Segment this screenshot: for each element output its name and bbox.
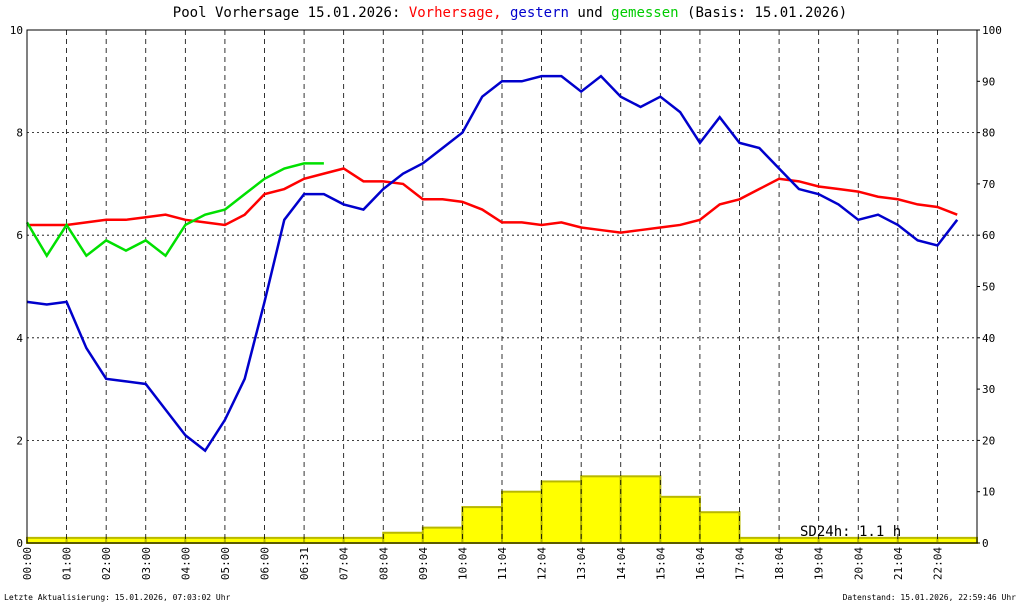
x-tick-label: 11:04 (496, 547, 509, 580)
x-tick-label: 21:04 (892, 547, 905, 580)
y-tick-label: 0 (16, 537, 23, 550)
legend-entry: gestern (510, 5, 569, 21)
annotation: SD24h: 1.1 h (800, 524, 901, 540)
line-series (26, 74, 959, 453)
x-tick-label: 07:04 (338, 547, 351, 580)
y2-tick-label: 10 (982, 486, 995, 499)
y2-tick-label: 30 (982, 383, 995, 396)
sun-bar (303, 536, 345, 544)
x-tick-label: 13:04 (575, 547, 588, 580)
sun-bar (223, 536, 266, 544)
x-tick-label: 16:04 (694, 547, 707, 580)
title-basis: (Basis: 15.01.2026) (687, 5, 847, 21)
line-series (27, 167, 958, 234)
y2-tick-label: 90 (982, 75, 995, 88)
x-tick-label: 08:04 (377, 547, 390, 580)
y-tick-label: 4 (16, 332, 23, 345)
x-tick-label: 14:04 (615, 547, 628, 580)
sun-bar (263, 536, 306, 544)
title-main: Pool Vorhersage 15.01.2026: (173, 5, 401, 21)
sun-bar (461, 506, 503, 544)
sun-bar (342, 536, 385, 544)
x-tick-label: 04:00 (179, 547, 192, 580)
y2-tick-label: 0 (982, 537, 989, 550)
y2-tick-label: 40 (982, 332, 995, 345)
sun-bar (738, 536, 781, 544)
x-tick-label: 20:04 (852, 547, 865, 580)
x-tick-label: 18:04 (773, 547, 786, 580)
sun-bar (857, 536, 899, 544)
sun-bar (580, 475, 622, 544)
y-tick-label: 10 (10, 24, 23, 37)
legend-entry: gemessen (611, 5, 678, 21)
line-series (25, 162, 324, 259)
y2-tick-label: 60 (982, 229, 995, 242)
x-tick-label: 12:04 (536, 547, 549, 580)
sun-bar (778, 536, 820, 544)
x-tick-label: 15:04 (654, 547, 667, 580)
x-tick-label: 09:04 (417, 547, 430, 580)
sun-bar (896, 536, 939, 544)
y-tick-label: 8 (16, 127, 23, 140)
sun-bar (936, 536, 979, 544)
chart-title: Pool Vorhersage 15.01.2026: Vorhersage, … (173, 5, 847, 21)
sun-bar (698, 511, 741, 544)
x-tick-label: 05:00 (219, 547, 232, 580)
sun-bar (144, 536, 187, 544)
plot-frame (26, 29, 978, 544)
sun-bar (619, 475, 662, 544)
title-connector: und (577, 5, 602, 21)
sun-bar (382, 531, 424, 544)
y2-tick-label: 70 (982, 178, 995, 191)
sun-bar (184, 536, 226, 544)
x-tick-label: 06:31 (298, 547, 311, 580)
footer-right: Datenstand: 15.01.2026, 22:59:46 Uhr (843, 593, 1017, 602)
x-tick-label: 19:04 (813, 547, 826, 580)
x-tick-label: 03:00 (140, 547, 153, 580)
x-tick-label: 17:04 (734, 547, 747, 580)
x-tick-label: 02:00 (100, 547, 113, 580)
sun-bar (65, 536, 108, 544)
x-tick-label: 10:04 (456, 547, 469, 580)
x-tick-label: 01:00 (61, 547, 74, 580)
y-tick-label: 2 (16, 434, 23, 447)
sun-bar (421, 526, 464, 544)
y2-tick-label: 100 (982, 24, 1002, 37)
y2-tick-label: 80 (982, 127, 995, 140)
sun-bar (540, 480, 583, 545)
sun-bar (26, 536, 68, 544)
sun-bar (659, 495, 701, 544)
y-tick-label: 6 (16, 229, 23, 242)
x-tick-label: 06:00 (259, 547, 272, 580)
footer-left: Letzte Aktualisierung: 15.01.2026, 07:03… (4, 593, 231, 602)
sun-bar (501, 490, 543, 545)
sun-bar (105, 536, 147, 544)
y2-tick-label: 20 (982, 434, 995, 447)
y2-tick-label: 50 (982, 281, 995, 294)
legend-entry: Vorhersage, (409, 5, 502, 21)
x-tick-label: 00:00 (21, 547, 34, 580)
sun-bar (817, 536, 860, 544)
x-tick-label: 22:04 (931, 547, 944, 580)
